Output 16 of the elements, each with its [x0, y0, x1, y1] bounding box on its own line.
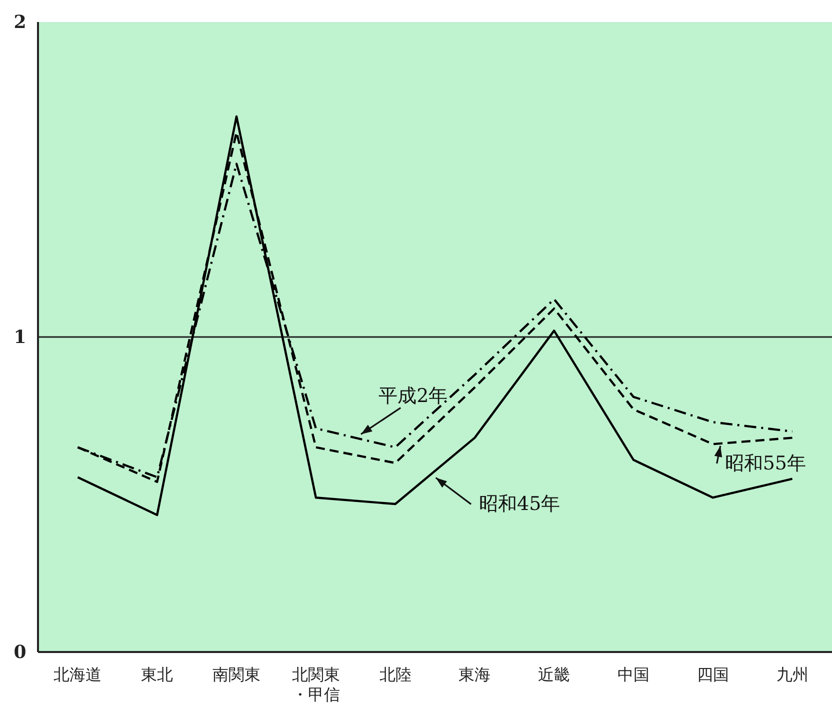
- x-tick-label: 中国: [618, 665, 650, 684]
- y-tick-label: 2: [14, 12, 26, 33]
- x-tick-label: 南関東: [212, 665, 260, 684]
- x-tick-label: 東北: [141, 665, 174, 684]
- x-tick-label: 近畿: [538, 665, 570, 684]
- series-label: 昭和55年: [724, 452, 806, 474]
- x-tick-label: 北関東・甲信: [292, 665, 340, 704]
- x-tick-label: 東海: [458, 665, 491, 684]
- x-tick-label: 北陸: [379, 665, 412, 684]
- series-label: 平成2年: [378, 384, 448, 407]
- y-tick-label: 1: [14, 327, 26, 348]
- x-tick-label: 四国: [696, 665, 729, 684]
- text: 昭和45年: [479, 493, 560, 516]
- x-tick-label: 北海道: [54, 665, 102, 684]
- y-tick-label: 0: [14, 642, 26, 663]
- x-tick-label: 九州: [776, 665, 808, 684]
